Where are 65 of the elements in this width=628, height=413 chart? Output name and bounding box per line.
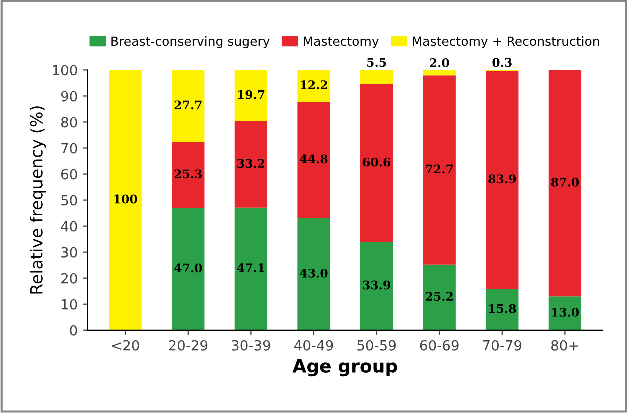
data-label: 19.7 xyxy=(238,90,265,100)
data-label: 5.5 xyxy=(368,58,386,68)
x-axis-title: Age group xyxy=(292,360,398,377)
y-axis-title: Relative frequency (%) xyxy=(30,106,46,294)
bar xyxy=(298,70,330,102)
x-tick-label: 30-39 xyxy=(232,340,270,351)
bar xyxy=(486,70,519,290)
bar xyxy=(423,70,456,76)
bar xyxy=(548,296,582,330)
bar xyxy=(423,76,456,265)
data-label: 25.3 xyxy=(174,170,202,179)
data-label: 27.7 xyxy=(174,100,202,110)
bar xyxy=(360,70,394,85)
data-label: 60.6 xyxy=(363,158,391,167)
y-tick-label: 70 xyxy=(62,143,78,154)
bar xyxy=(486,289,519,330)
y-tick-label: 10 xyxy=(62,299,78,310)
bar xyxy=(298,102,330,219)
data-label: 83.9 xyxy=(488,174,516,184)
data-label: 33.9 xyxy=(363,280,390,290)
y-tick-label: 90 xyxy=(61,91,78,102)
bar xyxy=(172,70,205,142)
x-tick-label: 40-49 xyxy=(294,340,334,351)
legend-label: Mastectomy + Reconstruction xyxy=(413,36,600,49)
bar xyxy=(234,70,268,122)
data-label: 72.7 xyxy=(426,164,453,174)
y-tick-label: 50 xyxy=(62,195,78,206)
data-label: 33.2 xyxy=(238,159,265,168)
data-label: 47.1 xyxy=(237,264,264,273)
data-label: 87.0 xyxy=(551,178,580,187)
data-label: 0.3 xyxy=(492,58,512,68)
y-tick-label: 20 xyxy=(62,273,78,284)
y-tick-label: 100 xyxy=(53,65,78,76)
bar xyxy=(298,218,330,330)
data-label: 25.2 xyxy=(426,292,453,302)
bar xyxy=(360,84,394,242)
bar xyxy=(109,70,142,330)
y-tick-label: 80 xyxy=(61,117,78,128)
data-label: 13.0 xyxy=(552,308,580,317)
bar xyxy=(423,264,456,330)
data-label: 44.8 xyxy=(300,154,328,164)
bar xyxy=(234,208,268,330)
data-label: 100 xyxy=(114,194,138,204)
x-tick-label: 60-69 xyxy=(420,340,459,351)
y-tick-label: 40 xyxy=(61,221,78,232)
y-tick-label: 0 xyxy=(70,325,78,336)
data-label: 43.0 xyxy=(300,268,328,278)
x-tick-label: 80+ xyxy=(551,340,578,351)
data-label: 15.8 xyxy=(489,304,516,314)
bar xyxy=(172,208,205,330)
x-tick-label: 70-79 xyxy=(483,340,522,351)
data-label: 47.0 xyxy=(174,264,202,273)
bar xyxy=(548,70,582,297)
y-tick-label: 60 xyxy=(61,169,78,180)
y-tick-label: 30 xyxy=(62,247,78,258)
x-tick-label: 20-29 xyxy=(169,340,208,351)
bar xyxy=(172,142,205,208)
bar xyxy=(234,121,268,208)
legend-label: Mastectomy xyxy=(304,36,379,49)
bar xyxy=(360,242,394,330)
x-tick-label: 50-59 xyxy=(358,340,396,351)
legend-label: Breast-conserving sugery xyxy=(112,36,270,49)
data-label: 12.2 xyxy=(301,80,328,90)
data-label: 2.0 xyxy=(430,58,450,68)
x-tick-label: <20 xyxy=(112,340,140,351)
